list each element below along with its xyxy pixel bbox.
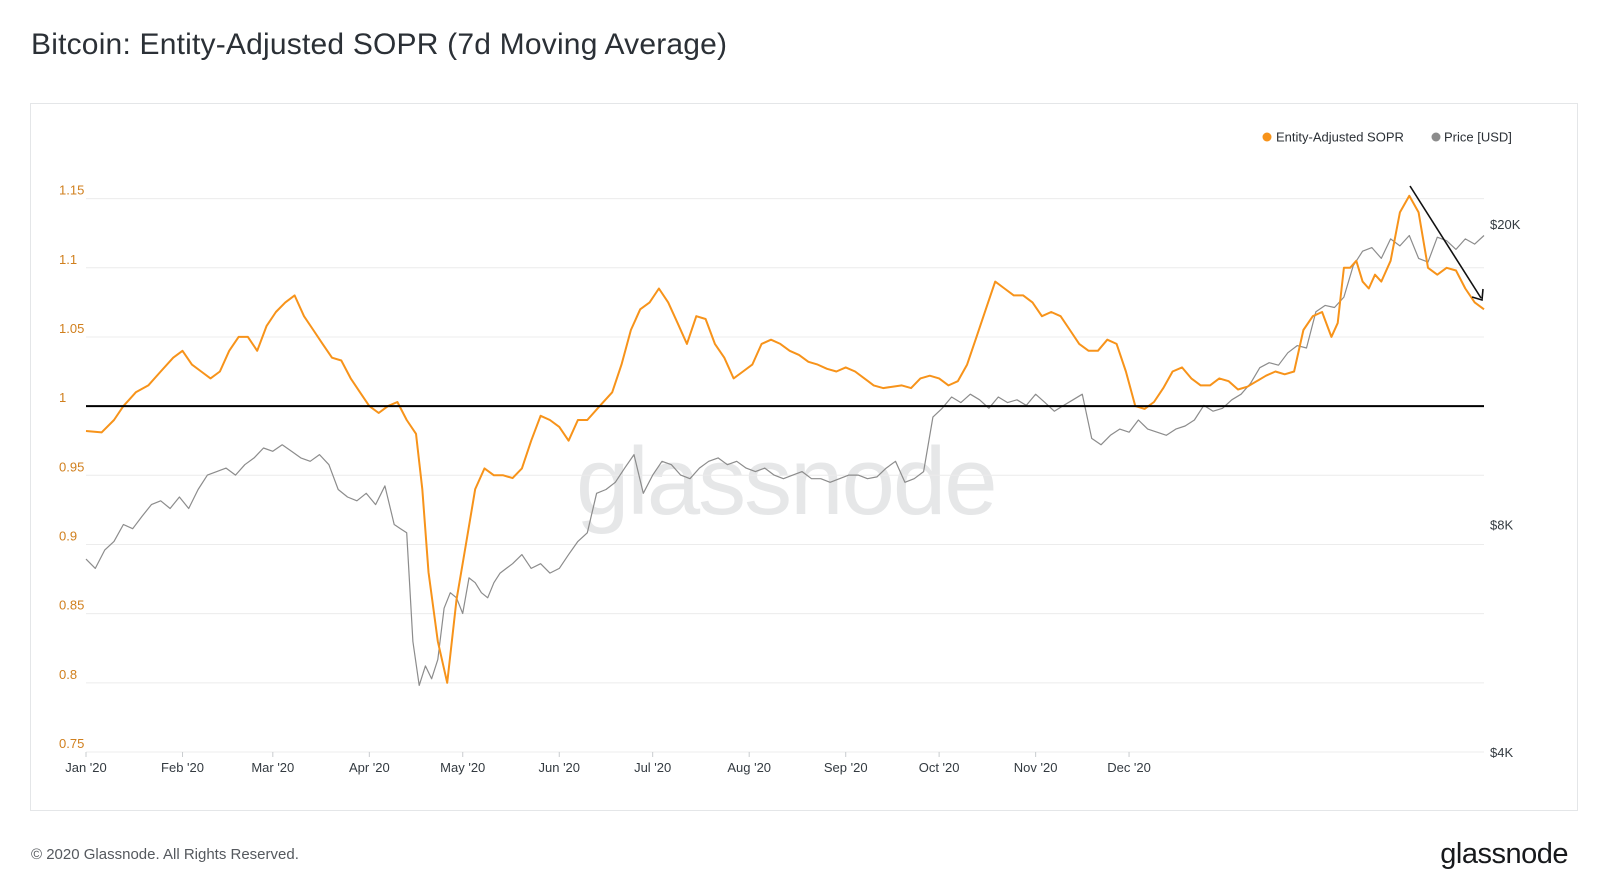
y-left-tick-label: 0.75 — [59, 736, 84, 751]
axis-layer: 0.75 0.8 0.85 0.9 0.95 1 1.05 1.1 1.15 $4K $8K $20K… — [59, 183, 1521, 775]
price-layer — [85, 234, 1485, 686]
legend-price-label[interactable]: Price [USD] — [1444, 130, 1512, 145]
y-left-tick-label: 0.95 — [59, 459, 84, 474]
x-tick-label: Oct '20 — [919, 760, 960, 775]
price-series-line — [85, 234, 1485, 686]
y-right-tick-label: $4K — [1490, 745, 1513, 760]
chart-svg: glassnode 0.75 0.8 0.85 0.9 0.95 1 1.05 1.1 1.15… — [59, 130, 1521, 776]
y-left-tick-label: 0.8 — [59, 667, 77, 682]
x-tick-label: May '20 — [440, 760, 485, 775]
grid-layer — [86, 198, 1484, 753]
page-title: Bitcoin: Entity-Adjusted SOPR (7d Moving… — [31, 28, 728, 61]
glassnode-logo[interactable]: glassnode — [1440, 838, 1568, 870]
chart-legend[interactable]: Entity-Adjusted SOPR Price [USD] — [1262, 130, 1512, 145]
y-left-tick-label: 1.15 — [59, 183, 84, 198]
legend-price-marker — [1431, 132, 1441, 142]
y-right-tick-label: $20K — [1490, 217, 1521, 232]
x-tick-label: Mar '20 — [251, 760, 294, 775]
x-tick-label: Feb '20 — [161, 760, 204, 775]
x-tick-label: Jun '20 — [539, 760, 581, 775]
y-right-tick-label: $8K — [1490, 518, 1513, 533]
y-left-tick-label: 0.85 — [59, 598, 84, 613]
legend-sopr-label[interactable]: Entity-Adjusted SOPR — [1276, 130, 1404, 145]
y-left-tick-label: 1.1 — [59, 252, 77, 267]
y-left-tick-label: 0.9 — [59, 528, 77, 543]
legend-sopr-marker — [1262, 132, 1272, 142]
x-tick-label: Apr '20 — [349, 760, 390, 775]
x-tick-label: Aug '20 — [727, 760, 771, 775]
chart-container: glassnode 0.75 0.8 0.85 0.9 0.95 1 1.05 1.1 1.15… — [30, 103, 1578, 811]
x-tick-label: Jul '20 — [634, 760, 671, 775]
x-tick-label: Sep '20 — [824, 760, 868, 775]
annotation-arrow — [1409, 185, 1484, 302]
sopr-series-line — [85, 194, 1485, 684]
y-left-tick-label: 1 — [59, 390, 66, 405]
x-tick-label: Dec '20 — [1107, 760, 1151, 775]
chart-watermark: glassnode — [576, 428, 996, 535]
footer-copyright: © 2020 Glassnode. All Rights Reserved. — [31, 846, 299, 863]
x-tick-label: Jan '20 — [65, 760, 107, 775]
x-tick-label: Nov '20 — [1014, 760, 1058, 775]
y-left-tick-label: 1.05 — [59, 321, 84, 336]
sopr-layer — [85, 194, 1485, 684]
